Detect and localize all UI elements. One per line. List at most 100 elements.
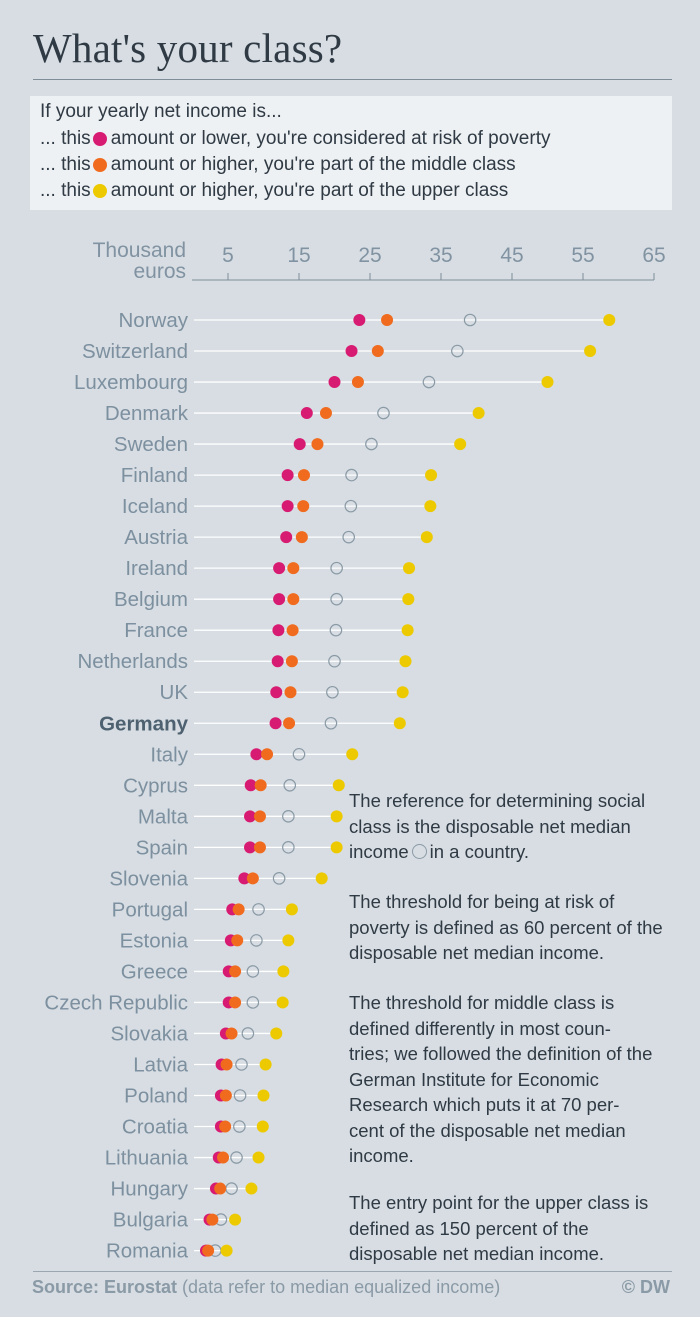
upper-class-point xyxy=(245,1182,258,1195)
x-tick-label: 55 xyxy=(571,244,594,267)
middle-class-point xyxy=(287,562,300,575)
upper-class-point xyxy=(277,965,290,978)
poverty-point xyxy=(250,748,263,761)
upper-class-point xyxy=(402,593,415,606)
country-label: Norway xyxy=(119,309,189,332)
median-point xyxy=(329,623,343,637)
median-point xyxy=(282,810,295,823)
median-point xyxy=(233,1120,246,1133)
x-tick-label: 35 xyxy=(429,244,452,267)
middle-class-point xyxy=(286,624,299,637)
middle-class-point xyxy=(297,469,310,482)
upper-dot-icon xyxy=(92,184,107,198)
upper-class-point xyxy=(220,1244,233,1257)
legend-item-middle: ... this amount or higher, you're part o… xyxy=(40,154,516,176)
axis-unit-label: Thousand euros xyxy=(92,239,186,283)
country-label: Switzerland xyxy=(82,340,188,363)
poverty-point xyxy=(281,469,294,482)
upper-class-point xyxy=(257,1089,270,1102)
median-point xyxy=(330,592,343,606)
legend-text: amount or higher, you're part of the upp… xyxy=(110,180,509,201)
upper-class-point xyxy=(330,810,343,823)
middle-class-point xyxy=(219,1120,232,1133)
country-label: Austria xyxy=(124,526,188,549)
source-label: Source: Eurostat xyxy=(32,1277,178,1297)
median-point xyxy=(235,1058,248,1071)
poverty-point xyxy=(345,345,358,358)
upper-class-point xyxy=(424,500,437,513)
legend-text: amount or lower, you're considered at ri… xyxy=(110,128,551,149)
median-point xyxy=(283,778,297,792)
upper-class-point xyxy=(396,686,409,699)
median-point xyxy=(324,716,338,730)
poverty-point xyxy=(273,593,286,606)
note-upper-class: The entry point for the upper class is d… xyxy=(349,1192,649,1264)
legend-prefix: ... this xyxy=(40,180,91,201)
country-label: Latvia xyxy=(133,1053,188,1076)
middle-class-point xyxy=(284,686,297,699)
legend: If your yearly net income is... ... this… xyxy=(30,96,672,210)
country-label: Slovenia xyxy=(109,867,188,890)
country-label: Cyprus xyxy=(123,774,188,797)
poverty-point xyxy=(272,624,285,637)
median-point xyxy=(463,313,477,327)
country-label: Luxembourg xyxy=(74,371,188,394)
median-point xyxy=(365,437,378,451)
median-point xyxy=(422,375,436,389)
upper-class-point xyxy=(270,1027,283,1040)
country-label: Belgium xyxy=(114,588,188,611)
upper-class-point xyxy=(399,655,412,668)
poverty-point xyxy=(271,655,284,668)
note-poverty: The threshold for being at risk of pover… xyxy=(349,891,663,963)
median-point xyxy=(342,530,355,544)
middle-class-point xyxy=(219,1089,232,1102)
upper-class-point xyxy=(393,717,406,730)
median-point xyxy=(344,499,358,513)
poverty-point xyxy=(273,562,286,575)
upper-class-point xyxy=(584,345,597,358)
middle-class-point xyxy=(283,717,296,730)
poverty-point xyxy=(244,841,257,854)
poverty-point xyxy=(244,779,257,792)
note-middle-class: The threshold for middle class is define… xyxy=(349,992,653,1166)
middle-class-point xyxy=(319,407,332,420)
country-label: Ireland xyxy=(125,557,188,580)
middle-class-point xyxy=(206,1213,219,1226)
middle-class-point xyxy=(295,531,308,544)
page-title: What's your class? xyxy=(33,25,343,71)
upper-class-point xyxy=(276,996,289,1009)
source-line: Source: Eurostat (data refer to median e… xyxy=(32,1277,500,1298)
upper-class-point xyxy=(330,841,343,854)
country-label: Germany xyxy=(99,712,188,735)
upper-class-point xyxy=(425,469,438,482)
poverty-point xyxy=(293,438,306,451)
upper-class-point xyxy=(285,903,298,916)
median-point xyxy=(451,344,464,358)
country-label: Sweden xyxy=(114,433,188,456)
country-label: Poland xyxy=(124,1085,188,1108)
poverty-point xyxy=(280,531,293,544)
upper-class-point xyxy=(472,407,485,420)
middle-class-point xyxy=(232,903,245,916)
poverty-point xyxy=(238,872,251,885)
upper-class-point xyxy=(454,438,467,451)
median-point xyxy=(246,996,260,1009)
median-point xyxy=(292,747,306,761)
country-label: Portugal xyxy=(112,898,188,921)
middle-class-point xyxy=(254,779,267,792)
median-point xyxy=(233,1089,247,1102)
middle-class-point xyxy=(261,748,274,761)
median-point xyxy=(328,654,341,668)
note-median: The reference for determining social cla… xyxy=(349,788,679,865)
middle-dot-icon xyxy=(92,158,107,172)
country-label: Denmark xyxy=(105,402,189,425)
country-label: Slovakia xyxy=(111,1022,189,1045)
upper-class-point xyxy=(229,1213,242,1226)
country-label: Italy xyxy=(150,743,188,766)
middle-class-point xyxy=(231,934,244,947)
poverty-point xyxy=(269,717,282,730)
footer-divider xyxy=(33,1271,672,1272)
median-point xyxy=(282,841,295,854)
upper-class-point xyxy=(259,1058,272,1071)
note-text: The reference for determining social cla… xyxy=(349,790,646,862)
